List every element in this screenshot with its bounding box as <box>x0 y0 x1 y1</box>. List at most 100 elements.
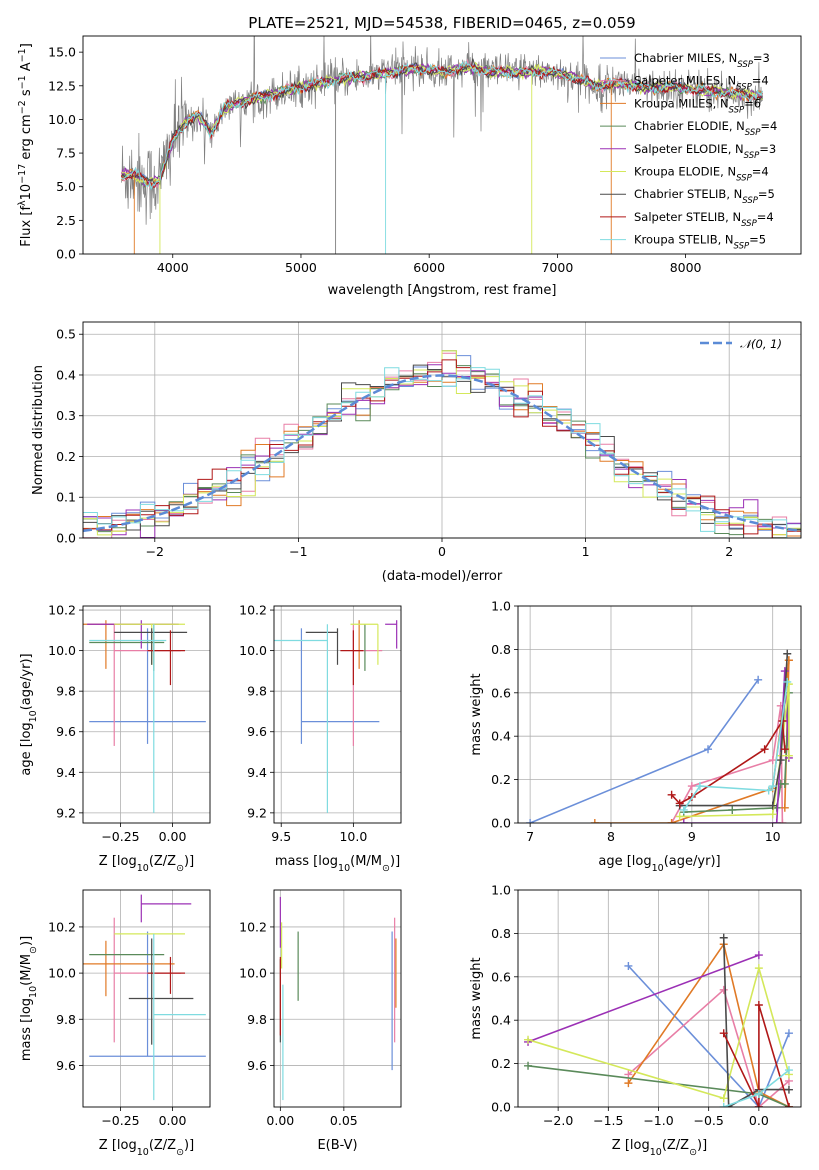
y-tick-label: 9.6 <box>247 724 267 739</box>
x-tick-label: 6000 <box>413 260 445 275</box>
x-tick-label: −0.5 <box>693 1113 723 1128</box>
weight-marker <box>524 1035 533 1044</box>
x-tick-label: 5000 <box>285 260 317 275</box>
weight-marker <box>679 819 688 823</box>
text-part: )] <box>19 936 34 946</box>
text-part: =3 <box>753 51 770 65</box>
y-tick-label: 10.0 <box>48 643 76 658</box>
weight-marker <box>687 782 696 791</box>
y-tick-label: 1.0 <box>491 599 511 614</box>
x-tick-label: −0.25 <box>101 829 139 844</box>
y-tick-label: 9.2 <box>56 805 76 820</box>
text-part: Chabrier STELIB, N <box>634 187 742 201</box>
text-part: (Z/Z <box>149 1138 176 1153</box>
weight-series-7 <box>722 937 789 1107</box>
y-tick-label: 0.4 <box>491 1013 511 1028</box>
axes-frame <box>82 321 802 539</box>
weight-marker <box>524 1061 533 1070</box>
spectrum-plot: PLATE=2521, MJD=54538, FIBERID=0465, z=0… <box>17 14 802 298</box>
weight-marker <box>768 782 777 791</box>
weight-series-2 <box>627 988 790 1107</box>
axes-frame <box>273 889 402 1108</box>
y-tick-label: 0.4 <box>491 729 511 744</box>
mass-vs-ebv-plot: 0.00 0.05 9.6 9.8 10.0 10.2 E(B-V) <box>239 889 402 1153</box>
legend-entry-7: Chabrier STELIB, NSSP=5 <box>634 187 775 206</box>
xlabel-label: Z [log10(Z/Z⊙)] <box>99 1138 194 1158</box>
text-part: (M/M <box>350 854 382 869</box>
text-part: (M/M <box>19 954 34 986</box>
weight-marker <box>728 805 737 814</box>
x-tick-label: 9 <box>688 829 696 844</box>
legend-entry: 𝒩(0, 1) <box>740 337 782 351</box>
legend-entry-5: Salpeter ELODIE, NSSP=3 <box>634 142 776 161</box>
legend-entry-8: Salpeter STELIB, NSSP=4 <box>634 210 774 229</box>
text-part: ⊙ <box>176 863 184 874</box>
x-tick-label: −1.0 <box>643 1113 673 1128</box>
text-part: SSP <box>744 151 760 161</box>
ylabel-label: Flux [fλ10−17 erg cm−2 s−1 A−1] <box>17 43 35 247</box>
text-part: =4 <box>752 165 769 179</box>
weight-marker <box>784 1103 793 1107</box>
weight-vs-Z-plot: −2.0 −1.5 −1.0 −0.5 0.0 0.0 0.2 0.4 0.6 0.8 1.0 Z [… <box>469 883 802 1158</box>
text-part: Kroupa STELIB, N <box>634 233 734 247</box>
x-axis-label: E(B-V) <box>317 1138 357 1153</box>
weight-marker <box>624 1079 633 1088</box>
weight-marker <box>675 812 684 821</box>
weight-series-5 <box>683 671 790 823</box>
y-tick-label: 0.8 <box>491 642 511 657</box>
x-tick-label: 0.00 <box>159 1113 187 1128</box>
y-tick-label: 9.8 <box>56 684 76 699</box>
axes-frame <box>517 889 802 1108</box>
age-vs-Z-plot: −0.25 0.009.29.49.69.810.010.2Z [log10(Z/… <box>19 603 211 874</box>
text-part: 10 <box>652 863 664 874</box>
weight-marker <box>784 1085 793 1094</box>
spectrum-model-line-6 <box>121 61 763 185</box>
xlabel-label: Z [log10(Z/Z⊙)] <box>612 1138 707 1158</box>
y-tick-label: 10.2 <box>48 603 76 618</box>
text-part: )] <box>390 854 400 869</box>
weight-marker <box>780 779 789 788</box>
y-axis-label: mass weight <box>469 673 484 755</box>
y-tick-label: 0.2 <box>491 772 511 787</box>
spectrum-model-line-8 <box>121 61 763 188</box>
errorbar-point-1 <box>89 931 206 1057</box>
text-part: Salpeter MILES, N <box>634 74 736 88</box>
x-tick-label: 7 <box>526 829 534 844</box>
text-part: s <box>19 89 34 100</box>
text-part: 10 <box>137 1147 149 1158</box>
text-part: Flux [f <box>19 206 34 247</box>
histogram-steps <box>83 350 801 538</box>
text-part: Salpeter ELODIE, N <box>634 142 744 156</box>
text-part: )] <box>697 1138 707 1153</box>
errorbar-point-5 <box>140 894 192 923</box>
weight-marker <box>695 782 704 791</box>
weight-marker <box>784 1029 793 1038</box>
errorbars <box>274 620 398 813</box>
weight-marker <box>704 745 713 754</box>
y-tick-label: 10.2 <box>48 919 76 934</box>
text-part: =3 <box>759 142 776 156</box>
mass-vs-Z-plot: −0.25 0.009.69.810.010.2Z [log10(Z/Z⊙)]ma… <box>19 889 211 1158</box>
y-tick-label: 0.3 <box>56 408 76 423</box>
text-part: =5 <box>758 187 775 201</box>
y-tick-label: 10.0 <box>239 643 267 658</box>
weight-series-3 <box>627 942 790 1107</box>
text-part: ⊙ <box>689 1147 697 1158</box>
x-tick-label: −2.0 <box>543 1113 573 1128</box>
y-tick-label: 0.6 <box>491 969 511 984</box>
text-part: SSP <box>741 219 757 229</box>
errorbar-point-7 <box>128 938 194 1045</box>
y-tick-label: 9.6 <box>56 724 76 739</box>
ylabel-label: age [log10(age/yr)] <box>19 653 39 775</box>
weight-marker <box>719 1094 728 1103</box>
x-tick-label: 8000 <box>670 260 702 275</box>
x-tick-label: 8 <box>607 829 615 844</box>
text-part: =4 <box>760 119 777 133</box>
text-part: ⊙ <box>382 863 390 874</box>
x-tick-label: 4000 <box>157 260 189 275</box>
y-tick-label: 5.0 <box>56 179 76 194</box>
y-tick-label: 9.6 <box>56 1058 76 1073</box>
y-tick-label: 0.0 <box>491 816 511 831</box>
